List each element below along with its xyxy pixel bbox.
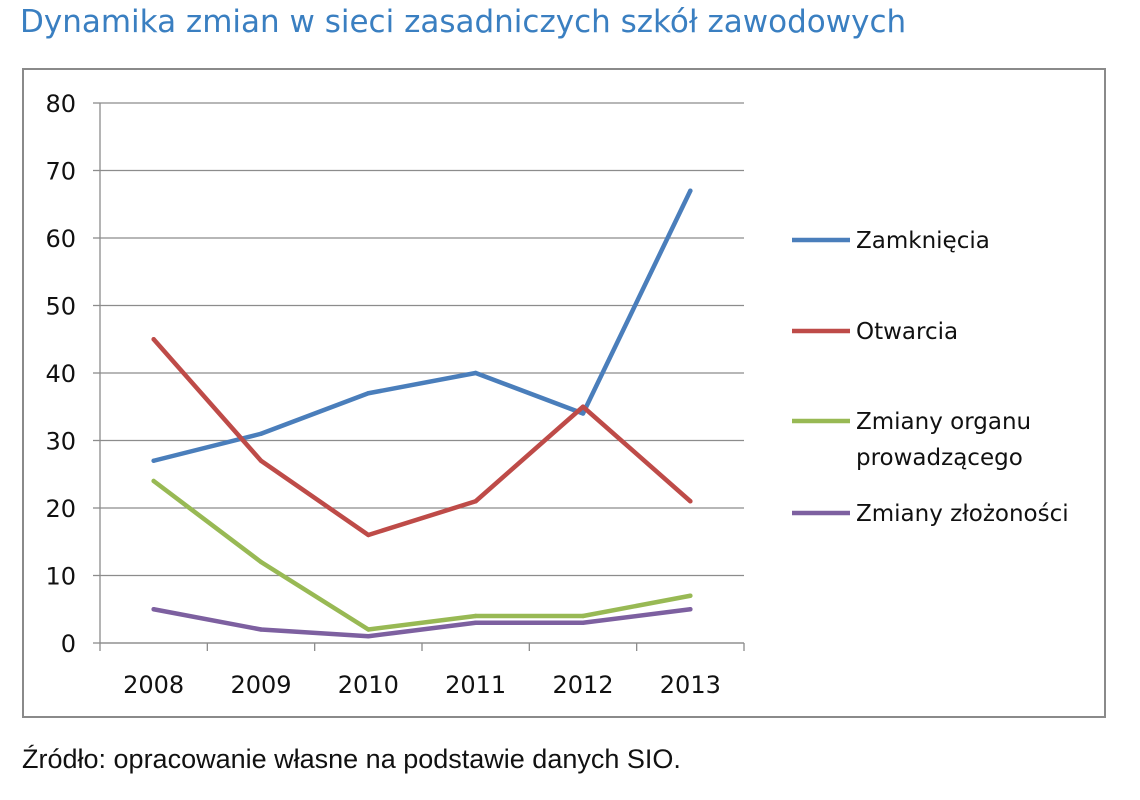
- data-point: [366, 391, 371, 396]
- line-chart: 0 10 20 30 40 50 60 70 80 2008 2009 2010 2011 2012 201…: [45, 90, 1069, 699]
- source-note: Źródło: opracowanie własne na podstawie …: [22, 744, 681, 774]
- data-point: [366, 634, 371, 639]
- series-line-3: [151, 478, 693, 632]
- data-point: [580, 404, 586, 409]
- y-tick-label: 10: [45, 563, 76, 591]
- x-tick-label: 2013: [660, 671, 721, 699]
- x-tick-label: 2012: [552, 671, 613, 699]
- series-line-1: [151, 188, 693, 463]
- data-point: [473, 620, 478, 625]
- data-point: [151, 607, 156, 612]
- data-point: [580, 613, 586, 619]
- x-tick-label: 2009: [230, 671, 291, 699]
- legend: Zamknięcia Otwarcia Zmiany organu prowadząc…: [792, 228, 1069, 527]
- legend-label: Zmiany złożoności: [856, 501, 1069, 527]
- data-point: [258, 458, 264, 463]
- data-point: [688, 188, 693, 193]
- y-tick-label: 30: [45, 428, 76, 456]
- data-point: [473, 370, 478, 376]
- y-tick-label: 50: [45, 293, 76, 321]
- legend-label: Otwarcia: [856, 319, 958, 345]
- x-tick-label: 2010: [338, 671, 399, 699]
- x-tick-label: 2008: [123, 671, 184, 699]
- data-point: [258, 431, 264, 436]
- legend-label: Zamknięcia: [856, 228, 990, 254]
- y-tick-label: 0: [61, 630, 76, 658]
- data-point: [366, 532, 371, 538]
- data-point: [473, 499, 478, 504]
- data-point: [151, 337, 156, 342]
- y-tick-label: 60: [45, 225, 76, 253]
- legend-label: Zmiany organu prowadzącego: [856, 409, 1031, 471]
- data-point: [366, 627, 371, 632]
- data-point: [258, 627, 264, 632]
- series-line-4: [151, 607, 693, 639]
- series-line-2: [151, 337, 693, 538]
- data-point: [688, 499, 693, 504]
- y-tick-label: 70: [45, 158, 76, 186]
- data-point: [258, 559, 264, 565]
- data-point: [473, 613, 478, 619]
- data-point: [580, 620, 586, 625]
- data-point: [688, 607, 693, 612]
- y-tick-label: 20: [45, 495, 76, 523]
- y-tick-label: 80: [45, 90, 76, 118]
- page-title: Dynamika zmian w sieci zasadniczych szkó…: [20, 4, 907, 40]
- data-point: [580, 411, 586, 416]
- data-point: [151, 458, 156, 463]
- series-lines: [151, 188, 693, 639]
- data-point: [688, 593, 693, 598]
- data-point: [151, 478, 156, 484]
- gridlines: [100, 102, 744, 644]
- axes: 0 10 20 30 40 50 60 70 80 2008 2009 2010 2011 2012 201…: [45, 90, 745, 699]
- x-tick-label: 2011: [445, 671, 506, 699]
- y-tick-label: 40: [45, 360, 76, 388]
